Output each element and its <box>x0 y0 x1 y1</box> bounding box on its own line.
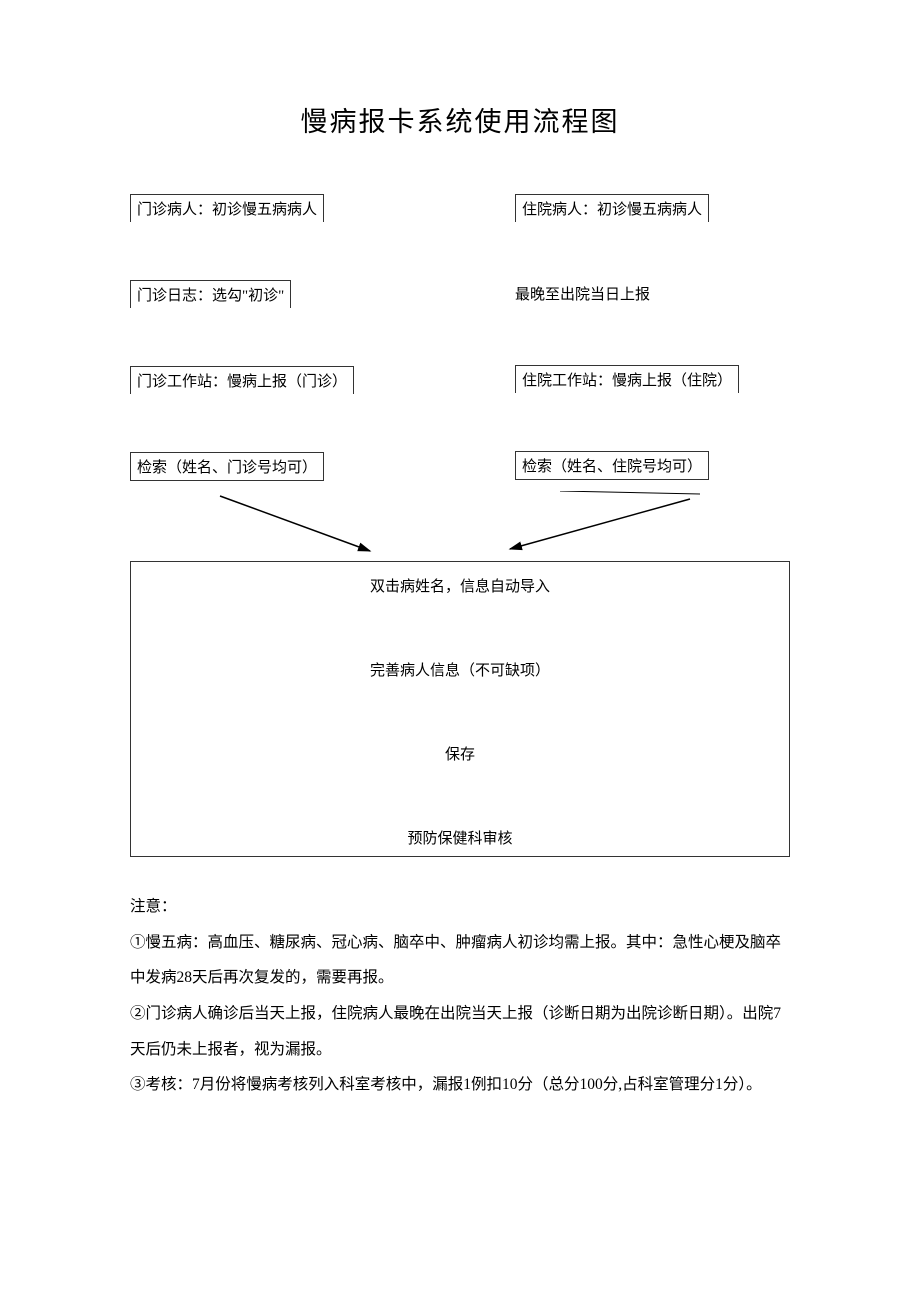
right-step4: 检索（姓名、住院号均可） <box>515 451 709 480</box>
flow-columns: 门诊病人：初诊慢五病病人 门诊日志：选勾"初诊" 门诊工作站：慢病上报（门诊） … <box>130 194 790 481</box>
notes-heading: 注意： <box>130 889 790 925</box>
merged-step1: 双击病姓名，信息自动导入 <box>131 562 789 646</box>
arrow-left <box>220 496 370 551</box>
arrow-right <box>510 499 690 549</box>
page-title: 慢病报卡系统使用流程图 <box>130 100 790 139</box>
left-step3: 门诊工作站：慢病上报（门诊） <box>130 366 354 394</box>
note-3: ③考核：7月份将慢病考核列入科室考核中，漏报1例扣10分（总分100分,占科室管… <box>130 1067 790 1103</box>
merged-step3: 保存 <box>131 730 789 814</box>
arrow-area <box>130 491 790 561</box>
left-step2: 门诊日志：选勾"初诊" <box>130 280 291 308</box>
notes-section: 注意： ①慢五病：高血压、糖尿病、冠心病、脑卒中、肿瘤病人初诊均需上报。其中：急… <box>130 889 790 1103</box>
flow-arrows <box>130 491 790 561</box>
merged-step4: 预防保健科审核 <box>131 814 789 856</box>
right-column: 住院病人：初诊慢五病病人 最晚至出院当日上报 住院工作站：慢病上报（住院） 检索… <box>515 194 790 481</box>
left-step4: 检索（姓名、门诊号均可） <box>130 452 324 481</box>
left-column: 门诊病人：初诊慢五病病人 门诊日志：选勾"初诊" 门诊工作站：慢病上报（门诊） … <box>130 194 405 481</box>
merged-step2: 完善病人信息（不可缺项） <box>131 646 789 730</box>
left-step1: 门诊病人：初诊慢五病病人 <box>130 194 324 222</box>
right-step1: 住院病人：初诊慢五病病人 <box>515 194 709 222</box>
right-step2: 最晚至出院当日上报 <box>515 280 650 307</box>
merged-steps: 双击病姓名，信息自动导入 完善病人信息（不可缺项） 保存 预防保健科审核 <box>130 561 790 857</box>
underline-right <box>560 491 700 494</box>
note-2: ②门诊病人确诊后当天上报，住院病人最晚在出院当天上报（诊断日期为出院诊断日期）。… <box>130 996 790 1067</box>
right-step3: 住院工作站：慢病上报（住院） <box>515 365 739 393</box>
note-1: ①慢五病：高血压、糖尿病、冠心病、脑卒中、肿瘤病人初诊均需上报。其中：急性心梗及… <box>130 925 790 996</box>
